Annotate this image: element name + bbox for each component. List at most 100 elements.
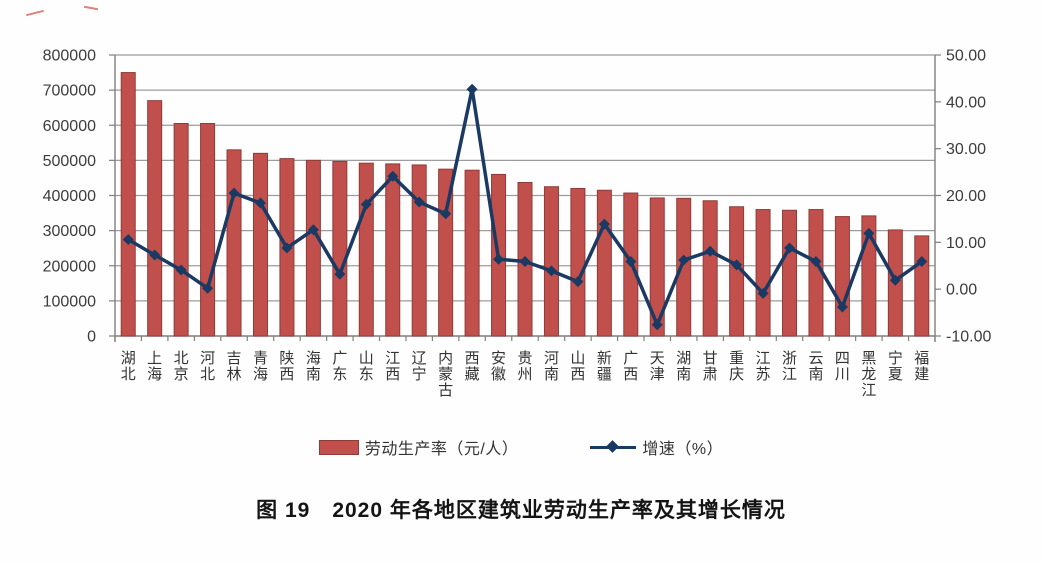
x-axis-category-label: 吉 — [227, 350, 242, 367]
line-marker-diamond — [519, 256, 531, 268]
x-axis-category-label: 海 — [253, 366, 268, 383]
line-marker-diamond — [625, 256, 637, 268]
x-axis-category-label: 州 — [517, 366, 532, 383]
x-axis-category-label: 江 — [861, 382, 876, 399]
x-axis-category-label: 江 — [385, 350, 400, 367]
x-axis-category-label: 福 — [914, 350, 929, 367]
line-marker-diamond — [149, 249, 161, 261]
line-marker-diamond — [334, 268, 346, 280]
chart-canvas: 800000 700000 600000 500000 400000 300000 2000… — [43, 48, 992, 400]
left-axis-tick-label: 200000 — [43, 258, 96, 275]
line-marker-diamond — [281, 242, 293, 254]
x-axis-category-label: 甘 — [703, 350, 718, 367]
x-axis-category-label: 安 — [491, 350, 506, 367]
left-axis-tick-label: 500000 — [43, 153, 96, 170]
line-marker-diamond — [413, 196, 425, 208]
x-axis-category-label: 北 — [121, 366, 136, 383]
x-axis-category-label: 黑 — [861, 350, 876, 367]
line-marker-diamond — [704, 245, 716, 257]
line-marker-diamond — [202, 282, 214, 294]
x-axis-category-label: 津 — [650, 366, 665, 383]
line-marker-diamond — [228, 187, 240, 199]
bar — [173, 122, 189, 337]
bar — [305, 159, 321, 337]
line-marker-diamond — [889, 274, 901, 286]
line-marker-diamond — [731, 259, 743, 271]
x-axis-category-label: 西 — [570, 366, 585, 383]
x-axis-category-label: 古 — [438, 382, 453, 399]
left-axis-tick-label: 800000 — [43, 48, 96, 65]
line-marker-diamond — [360, 198, 372, 210]
line-marker-diamond — [122, 234, 134, 246]
x-axis-category-label: 西 — [385, 366, 400, 383]
bar — [782, 209, 798, 337]
x-axis-category-label: 新 — [597, 350, 612, 367]
line-marker-diamond — [307, 224, 319, 236]
right-axis-tick-label: 20.00 — [946, 188, 986, 205]
x-axis-category-label: 东 — [359, 366, 374, 383]
bar — [147, 100, 163, 337]
bar — [570, 187, 586, 337]
legend-item-growth: 增速（%） — [590, 435, 723, 459]
x-axis-category-label: 天 — [650, 350, 665, 367]
x-axis-category-label: 疆 — [597, 366, 612, 383]
bar — [252, 152, 268, 337]
x-axis-category-label: 广 — [332, 350, 347, 367]
line-marker-diamond — [493, 253, 505, 265]
bar-series-swatch-icon — [318, 439, 359, 455]
x-axis-category-label: 四 — [835, 350, 850, 367]
right-axis-tick-label: 30.00 — [946, 141, 986, 158]
right-axis-tick-label: 10.00 — [946, 235, 986, 252]
x-axis-category-label: 山 — [570, 350, 585, 367]
left-axis-tick-label: 300000 — [43, 223, 96, 240]
x-axis-category-label: 重 — [729, 350, 744, 367]
line-series-swatch-icon — [590, 439, 637, 454]
left-axis-tick-label: 0 — [87, 329, 96, 346]
left-axis-tick-label: 700000 — [43, 83, 96, 100]
x-axis-category-label: 龙 — [861, 366, 876, 383]
line-marker-diamond — [916, 256, 928, 268]
x-axis-category-label: 北 — [200, 366, 215, 383]
legend-line-label: 增速（%） — [642, 441, 724, 458]
line-marker-diamond — [440, 208, 452, 220]
chart-legend: 劳动生产率（元/人） 增速（%） — [0, 435, 1042, 459]
bar — [411, 164, 427, 337]
x-axis-category-label: 西 — [465, 350, 480, 367]
x-axis-category-label: 云 — [808, 350, 823, 367]
figure-caption: 图 19 2020 年各地区建筑业劳动生产率及其增长情况 — [256, 499, 786, 522]
right-axis-tick-label: 50.00 — [946, 48, 986, 65]
line-marker-diamond — [572, 276, 584, 288]
x-axis-category-label: 苏 — [756, 366, 771, 383]
right-axis-tick-label: 40.00 — [946, 94, 986, 111]
line-marker-diamond — [757, 287, 769, 299]
x-axis-category-label: 湖 — [676, 350, 691, 367]
bar — [543, 186, 559, 337]
line-marker-diamond — [466, 83, 478, 95]
x-axis-category-label: 内 — [438, 350, 453, 367]
x-axis-category-label: 贵 — [517, 350, 532, 367]
line-marker-diamond — [254, 197, 266, 209]
line-marker-diamond — [784, 242, 796, 254]
line-marker-diamond — [863, 227, 875, 239]
bar — [649, 197, 665, 337]
x-axis-category-label: 南 — [544, 366, 559, 383]
x-axis-category-label: 川 — [835, 366, 850, 383]
left-axis-tick-label: 600000 — [43, 118, 96, 135]
x-axis-category-label: 浙 — [782, 350, 797, 367]
bar — [385, 163, 401, 337]
x-axis-category-label: 辽 — [412, 350, 427, 367]
bar — [358, 162, 374, 337]
x-axis-category-label: 夏 — [888, 366, 903, 383]
x-axis-category-label: 建 — [914, 366, 929, 383]
x-axis-category-label: 南 — [306, 366, 321, 383]
bar — [120, 72, 136, 337]
line-marker-diamond — [175, 264, 187, 276]
line-marker-diamond — [836, 301, 848, 313]
left-axis-tick-label: 400000 — [43, 188, 96, 205]
x-axis-category-label: 河 — [200, 350, 215, 367]
bar — [200, 122, 216, 337]
bar — [834, 216, 850, 337]
line-marker-diamond — [651, 319, 663, 331]
line-marker-diamond — [810, 256, 822, 268]
